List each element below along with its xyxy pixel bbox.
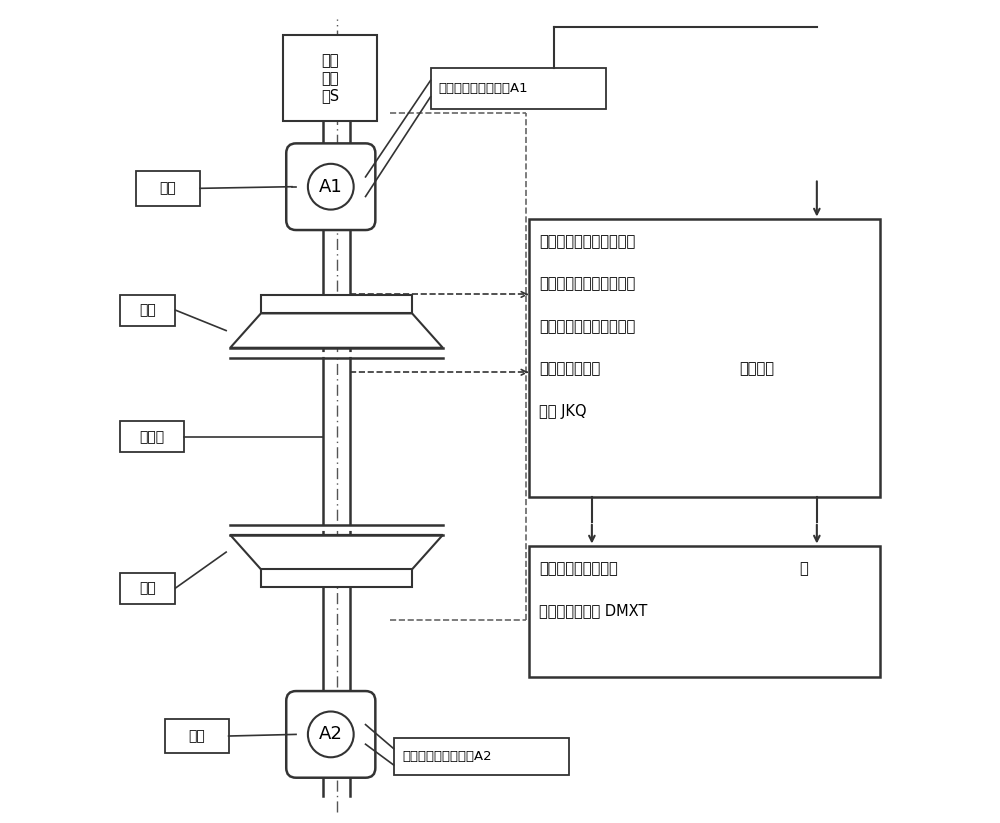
Text: 轴箱: 轴箱 bbox=[160, 181, 176, 195]
Bar bbox=[165, 718, 229, 753]
Bar bbox=[136, 171, 200, 206]
Text: 车轮: 车轮 bbox=[139, 581, 156, 595]
Bar bbox=[120, 573, 175, 603]
Text: 车轮: 车轮 bbox=[139, 303, 156, 317]
Polygon shape bbox=[230, 314, 443, 348]
Bar bbox=[261, 570, 412, 588]
Text: A1: A1 bbox=[319, 178, 343, 196]
Text: 振动冲击检测传感器A1: 振动冲击检测传感器A1 bbox=[439, 82, 528, 95]
Text: 振动冲击检测传感器A2: 振动冲击检测传感器A2 bbox=[402, 751, 492, 764]
FancyBboxPatch shape bbox=[286, 143, 375, 230]
Text: 轴箱: 轴箱 bbox=[188, 729, 205, 743]
Circle shape bbox=[308, 712, 354, 757]
Text: A2: A2 bbox=[319, 725, 343, 743]
Text: 装置 JKQ: 装置 JKQ bbox=[539, 404, 587, 419]
Bar bbox=[431, 68, 606, 109]
Bar bbox=[283, 35, 377, 121]
Text: 输出决策控制信息的: 输出决策控制信息的 bbox=[539, 561, 618, 576]
Text: 车轮轴: 车轮轴 bbox=[139, 430, 164, 444]
Text: 转速跟踪并行采集振动、: 转速跟踪并行采集振动、 bbox=[539, 234, 635, 249]
Bar bbox=[261, 295, 412, 314]
Circle shape bbox=[308, 164, 354, 210]
Text: 在线监控: 在线监控 bbox=[740, 361, 775, 377]
Polygon shape bbox=[230, 535, 443, 570]
FancyBboxPatch shape bbox=[286, 691, 375, 778]
Text: 度和共振解调信号，以及: 度和共振解调信号，以及 bbox=[539, 319, 635, 334]
Text: 转速
传感
器S: 转速 传感 器S bbox=[321, 53, 339, 104]
Text: 磨地面分析系统 DMXT: 磨地面分析系统 DMXT bbox=[539, 603, 648, 619]
Bar bbox=[120, 421, 184, 453]
Text: 时钟序列信号的: 时钟序列信号的 bbox=[539, 361, 600, 377]
Bar bbox=[394, 738, 569, 775]
Bar bbox=[120, 295, 175, 326]
Text: 冲击信号，和对应的加速: 冲击信号，和对应的加速 bbox=[539, 277, 635, 291]
Bar bbox=[529, 220, 880, 497]
Bar bbox=[529, 546, 880, 677]
Text: 波: 波 bbox=[799, 561, 808, 576]
